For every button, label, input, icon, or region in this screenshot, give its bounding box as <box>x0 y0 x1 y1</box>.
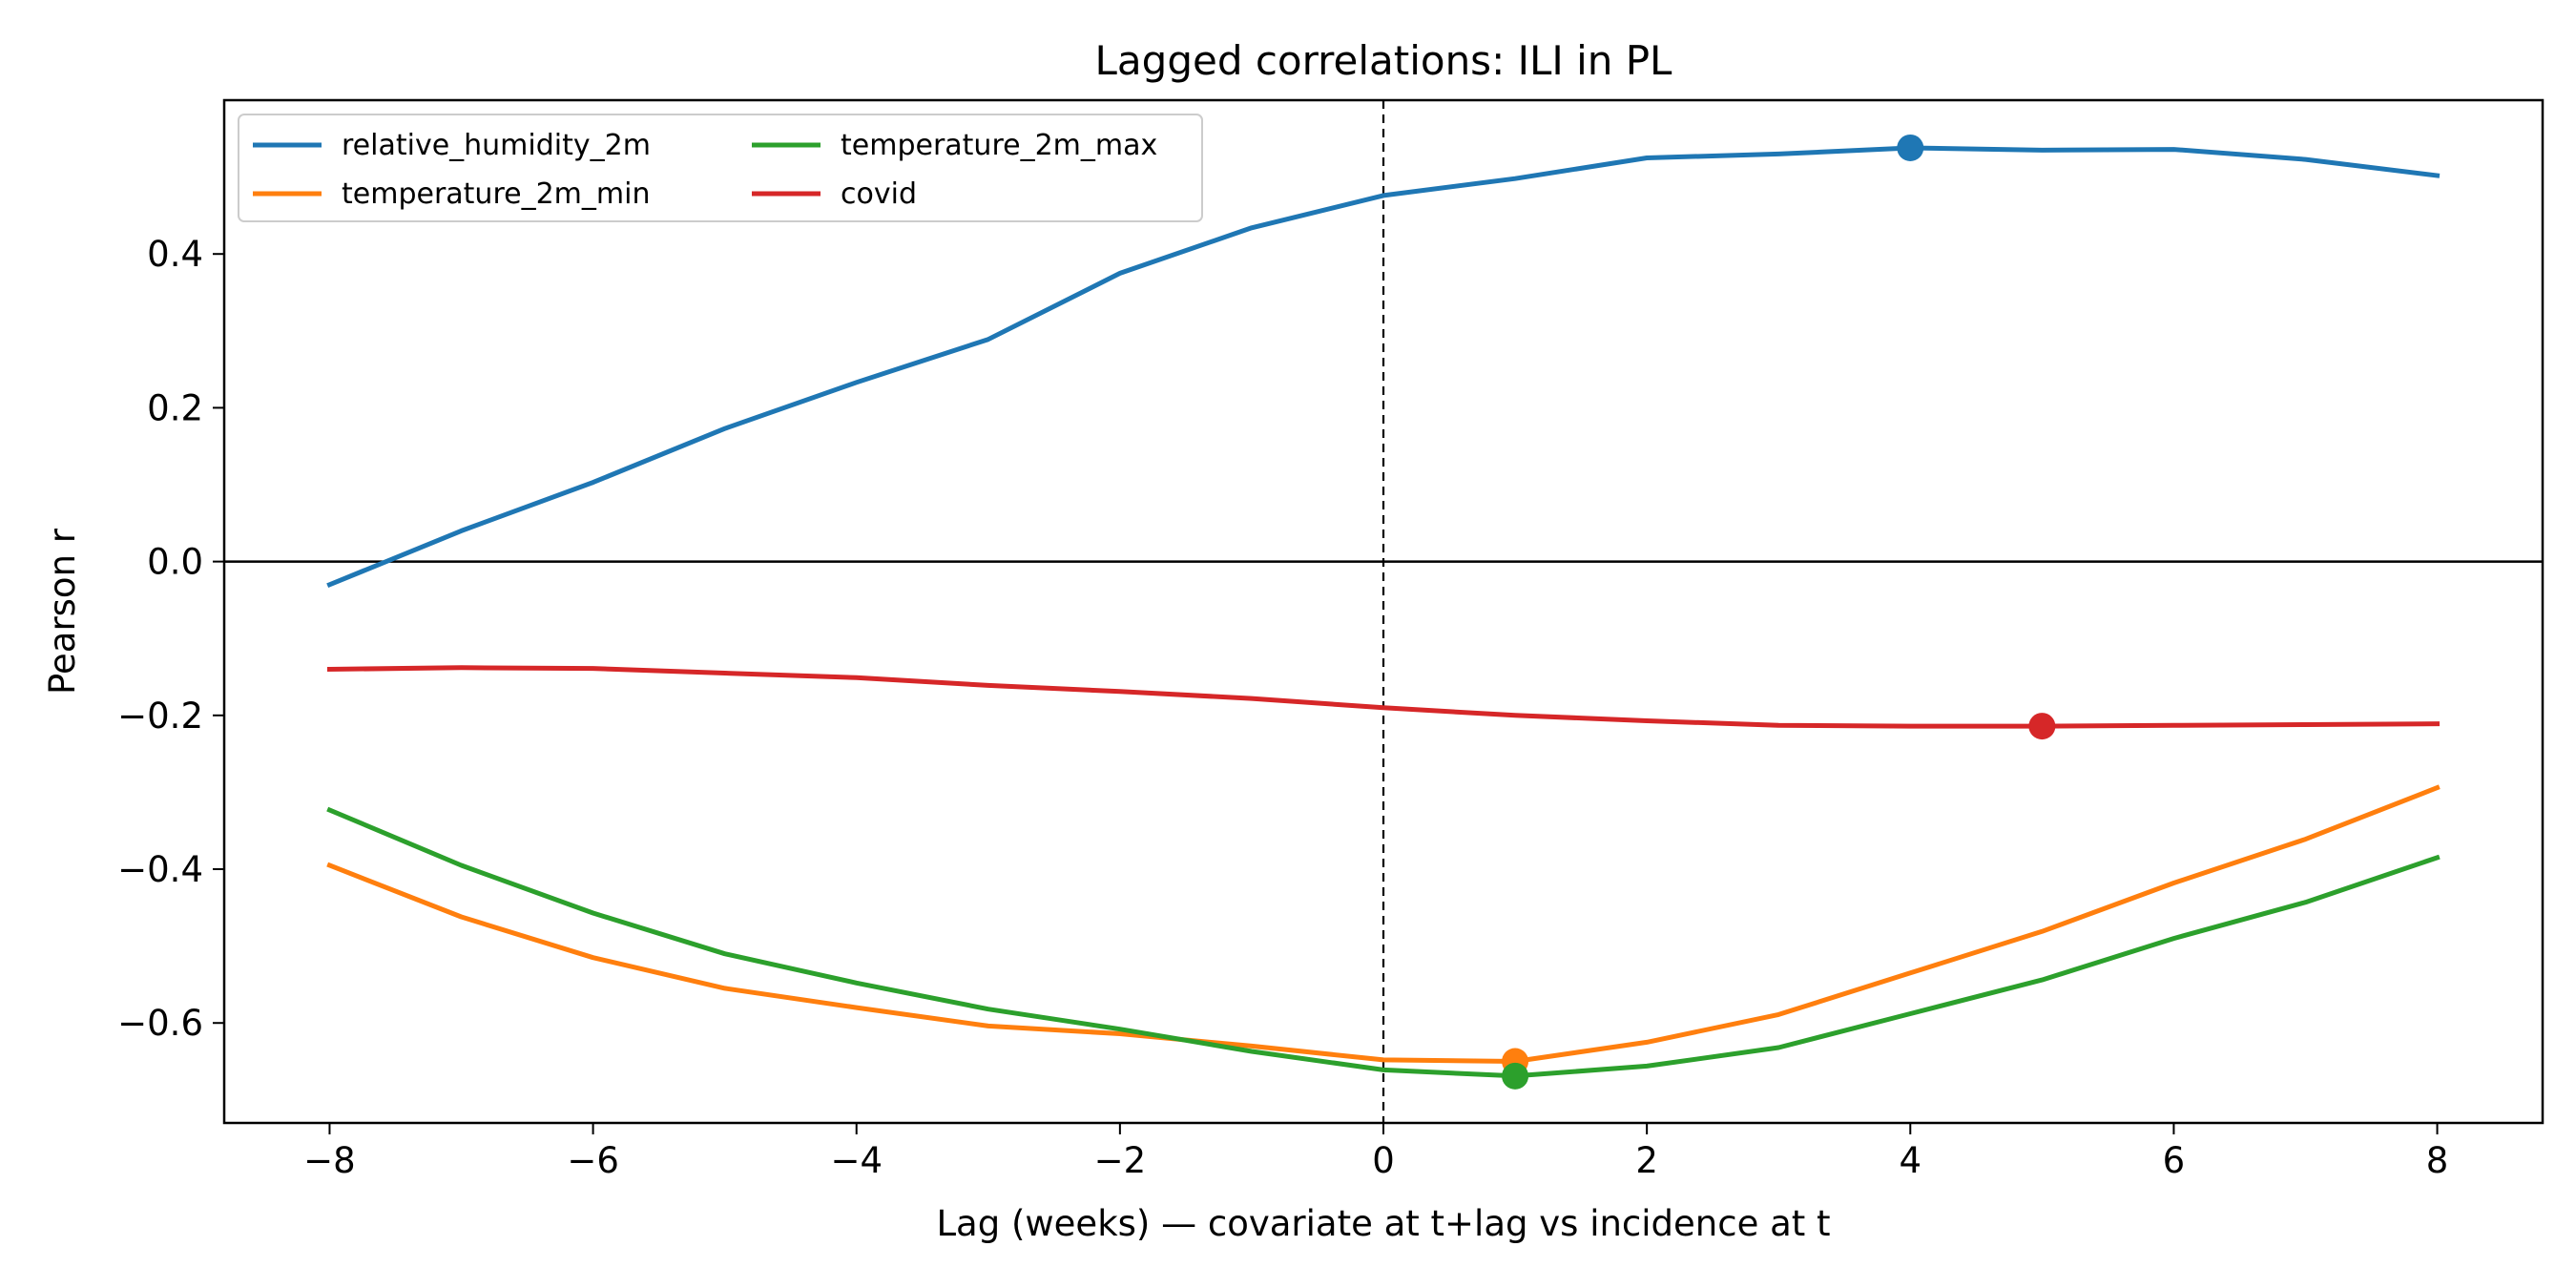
peak-marker-relative-humidity-2m <box>1897 134 1924 161</box>
series-lines <box>326 145 2441 1079</box>
x-tick-label: 6 <box>2163 1140 2186 1181</box>
x-axis-ticks: −8 −6 −4 −2 0 2 4 6 8 <box>303 1123 2448 1181</box>
legend-label-temperature-2m-max: temperature_2m_max <box>841 129 1157 162</box>
x-tick-label: −2 <box>1094 1140 1147 1181</box>
y-tick-label: −0.4 <box>117 849 203 890</box>
reference-lines <box>224 100 2543 1123</box>
legend-label-temperature-2m-min: temperature_2m_min <box>342 177 650 211</box>
x-tick-label: 8 <box>2426 1140 2449 1181</box>
legend: relative_humidity_2m temperature_2m_min te… <box>238 114 1203 222</box>
legend-frame <box>238 114 1203 222</box>
y-axis-label: Pearson r <box>42 528 83 695</box>
y-tick-label: 0.0 <box>147 542 203 583</box>
series-line-temperature-2m-max <box>326 806 2441 1079</box>
peak-markers <box>1502 134 2056 1090</box>
y-tick-label: 0.4 <box>147 234 203 275</box>
series-line-relative-humidity-2m <box>326 145 2441 589</box>
peak-marker-temperature-2m-max <box>1502 1062 1529 1090</box>
x-axis-label: Lag (weeks) — covariate at t+lag vs inci… <box>936 1203 1830 1244</box>
x-tick-label: −4 <box>830 1140 883 1181</box>
series-line-temperature-2m-min <box>326 784 2441 1064</box>
x-tick-label: 0 <box>1372 1140 1395 1181</box>
x-tick-label: −6 <box>567 1140 619 1181</box>
series-line-covid <box>326 665 2441 729</box>
y-axis-ticks: −0.6 −0.4 −0.2 0.0 0.2 0.4 <box>117 234 224 1044</box>
chart-title: Lagged correlations: ILI in PL <box>1095 37 1673 84</box>
y-tick-label: 0.2 <box>147 387 203 428</box>
x-tick-label: 2 <box>1635 1140 1658 1181</box>
y-tick-label: −0.2 <box>117 696 203 737</box>
x-tick-label: −8 <box>303 1140 356 1181</box>
x-tick-label: 4 <box>1899 1140 1922 1181</box>
y-tick-label: −0.6 <box>117 1003 203 1044</box>
peak-marker-covid <box>2028 713 2056 740</box>
plot-background <box>224 100 2543 1123</box>
plot-area <box>222 98 2545 1125</box>
legend-label-relative-humidity-2m: relative_humidity_2m <box>342 129 651 162</box>
legend-label-covid: covid <box>841 177 917 211</box>
legend-items: relative_humidity_2m temperature_2m_min te… <box>253 129 1157 211</box>
